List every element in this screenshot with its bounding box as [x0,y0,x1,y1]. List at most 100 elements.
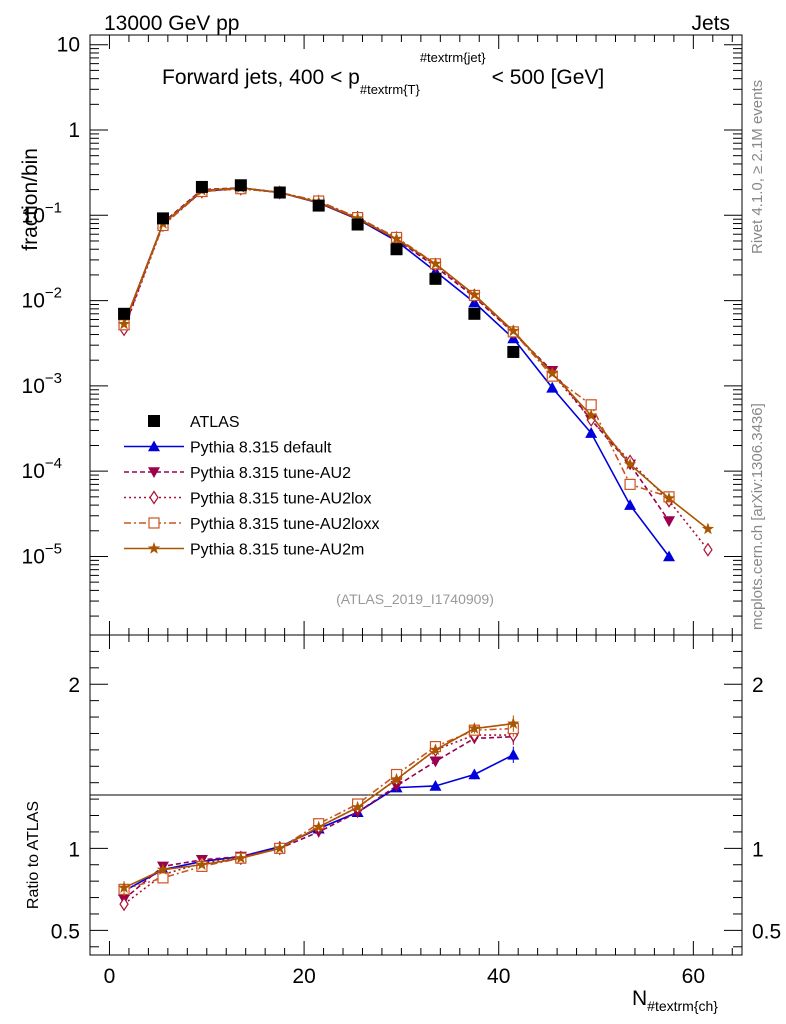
ratio-point [390,772,403,785]
y-tick-label: 10−3 [22,370,62,398]
series-line [123,187,709,530]
ratio-line [123,735,514,900]
atlas-data-point [273,186,286,199]
series-point [623,457,637,470]
atlas-data [118,179,520,358]
legend-marker [148,440,160,452]
title-superscript: #textrm{jet} [420,50,486,65]
atlas-data-point [507,345,520,358]
legend-label: Pythia 8.315 default [190,440,332,457]
legend-item: Pythia 8.315 default [124,440,332,457]
ratio-point [468,722,481,734]
series-point [117,317,131,330]
series-point [663,550,676,562]
ratio-point [429,756,442,768]
series-point [624,478,636,490]
ratio-point [507,748,520,760]
legend-item: Pythia 8.315 tune-AU2lox [124,490,371,508]
series-point [703,542,713,557]
legend: ATLAS Pythia 8.315 default Pythia 8.315 tu… [124,414,379,559]
x-tick-label: 20 [292,965,315,988]
x-tick-label: 60 [682,965,705,988]
y-tick-label: 10−2 [22,285,62,313]
ratio-point [273,841,286,854]
series-point [507,324,520,337]
y-axis-label: fraction/bin [19,148,42,251]
atlas-data-point [156,212,169,225]
legend-item: Pythia 8.315 tune-AU2 [124,465,351,482]
title-main: Forward jets, 400 < p [162,66,360,89]
process-label: Jets [691,12,730,35]
ratio-point [507,717,520,729]
ratio-y-tick-label-right: 1 [752,838,764,861]
series-point [624,499,637,510]
x-label-subscript: #textrm{ch} [647,998,718,1014]
atlas-data-point [118,307,131,320]
legend-item: Pythia 8.315 tune-AU2loxx [124,516,379,533]
ratio-point [234,851,247,864]
ratio-y-tick-label-right: 0.5 [752,920,781,943]
x-tick-label: 0 [104,965,116,988]
y-tick-label: 1 [68,119,80,142]
ratio-point [119,897,129,912]
y-tick-label: 10−4 [22,455,62,483]
legend-item: ATLAS [148,414,240,431]
legend-label: ATLAS [190,414,240,431]
series-point [585,409,598,421]
legend-marker [147,542,161,554]
ratio-point [351,800,364,813]
series-point [390,232,403,245]
ratio-point [156,863,170,875]
y-tick-label: 10 [57,34,80,57]
atlas-data-point [429,272,442,285]
ratio-point [195,858,209,870]
axes: 0 20 40 60 10 1 10−1 10−2 10−3 10−4 10−5 2 2 1 1 0.5 0.5 [22,34,782,988]
ratio-y-tick-label: 0.5 [51,920,80,943]
series-point [662,491,676,504]
series-point [585,399,597,411]
ratio-point [117,881,131,893]
series-point [546,366,559,379]
energy-label: 13000 GeV pp [104,12,239,35]
analysis-watermark: (ATLAS_2019_I1740909) [336,591,494,607]
y-tick-label: 10−1 [22,199,62,227]
source-label: mcplots.cern.ch [arXiv:1306.3436] [749,403,766,630]
legend-marker [149,490,159,505]
atlas-data-point [351,218,364,231]
ratio-point [312,820,325,833]
ratio-point [429,779,442,791]
x-tick-label: 40 [487,965,510,988]
main-panel-frame [89,34,743,636]
series-point [701,522,715,535]
ratio-point [429,743,442,756]
legend-label: Pythia 8.315 tune-AU2 [190,465,351,482]
series-point [468,288,481,300]
series-layer [117,179,715,912]
legend-label: Pythia 8.315 tune-AU2m [190,542,364,559]
ratio-line [123,727,514,891]
legend-item: Pythia 8.315 tune-AU2m [124,542,364,559]
rivet-label: Rivet 4.1.0, ≥ 2.1M events [749,80,766,254]
legend-marker [148,467,160,478]
series-point [585,427,598,438]
series-point [663,516,676,528]
x-label-main: N [632,987,647,1010]
series-point [351,211,364,224]
atlas-data-point [234,179,247,192]
y-tick-label: 10−5 [22,540,62,568]
title-end: < 500 [GeV] [492,66,605,89]
legend-marker [148,415,160,427]
ratio-y-axis-label: Ratio to ATLAS [25,801,42,909]
atlas-data-point [468,307,481,320]
atlas-data-point [312,199,325,212]
legend-marker [148,517,160,529]
ratio-point [468,768,481,780]
series-point [429,257,442,270]
atlas-data-point [390,243,403,256]
ratio-y-tick-label: 2 [68,674,80,697]
atlas-data-point [195,180,208,193]
ratio-line [123,722,514,889]
x-axis-label: N#textrm{ch} [632,987,718,1014]
legend-label: Pythia 8.315 tune-AU2loxx [190,516,379,533]
